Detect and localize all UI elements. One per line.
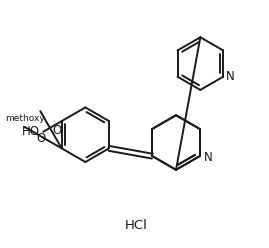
Text: N: N (204, 151, 212, 164)
Text: HCl: HCl (125, 219, 147, 232)
Text: HO: HO (22, 125, 40, 138)
Text: methoxy: methoxy (5, 114, 44, 123)
Text: O: O (52, 124, 61, 137)
Text: O: O (37, 132, 46, 145)
Text: N: N (226, 70, 235, 83)
